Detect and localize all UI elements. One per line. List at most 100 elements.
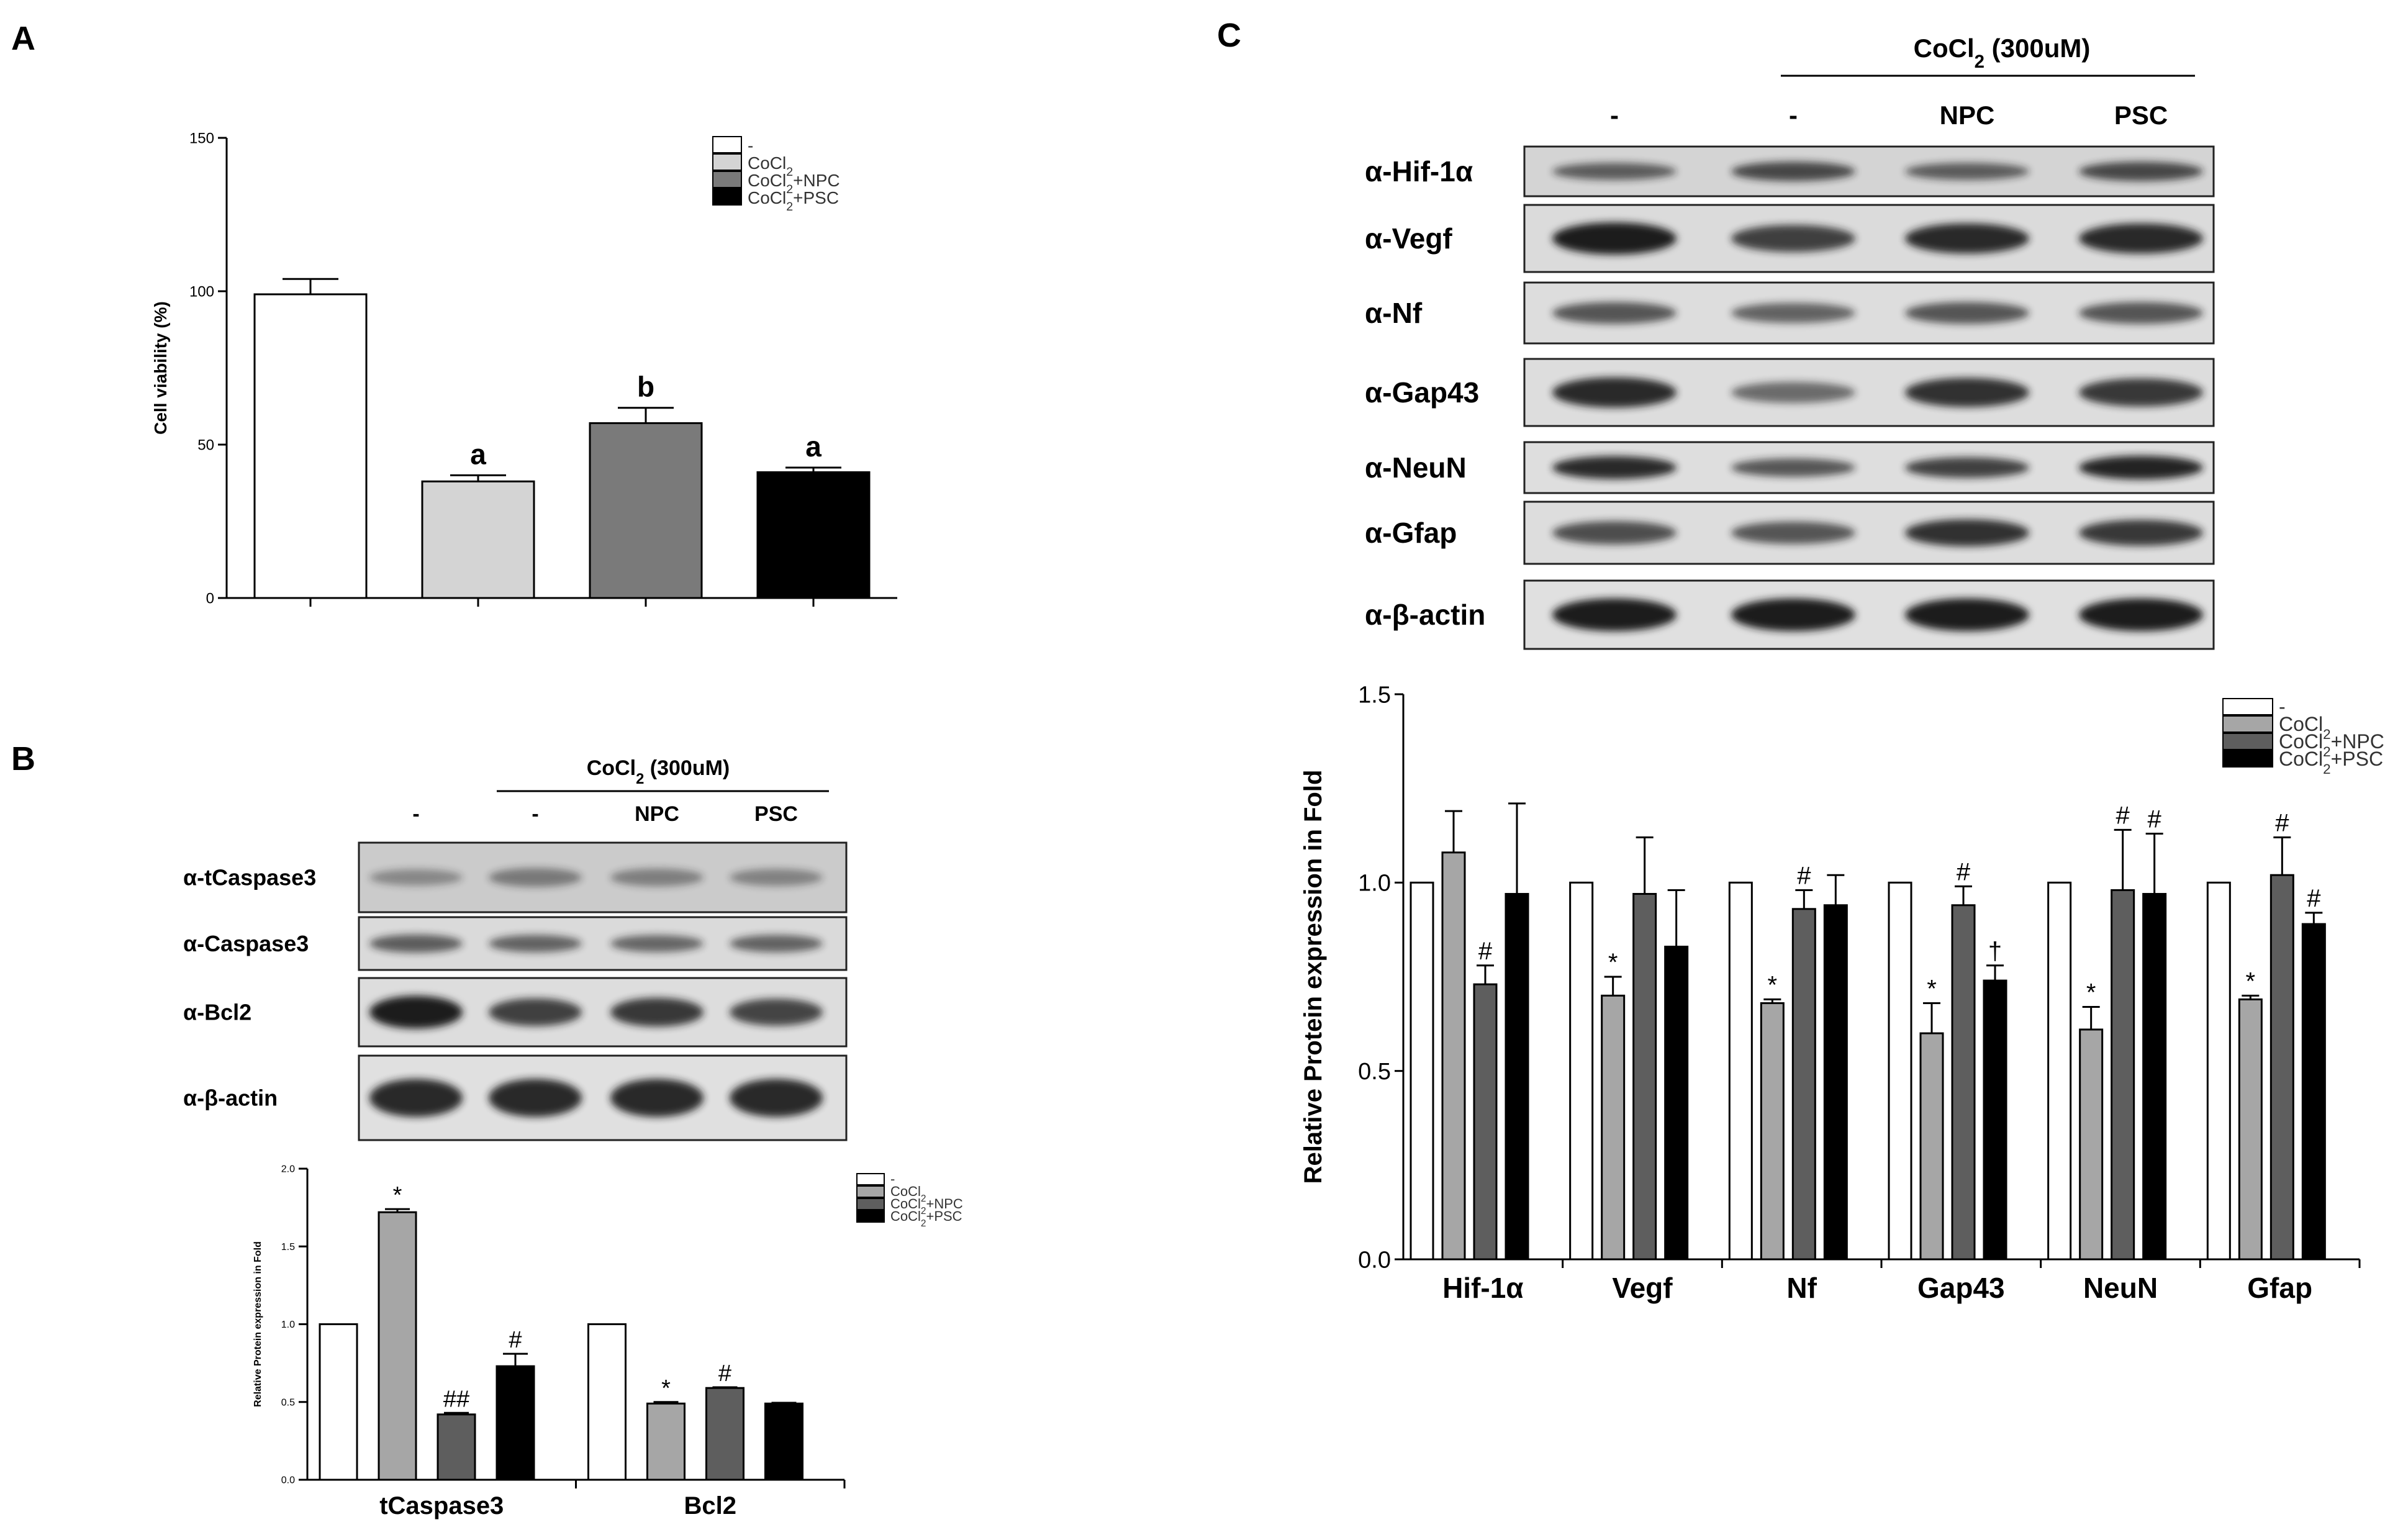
blot-band [2079,378,2203,407]
significance-label: # [1478,938,1493,965]
legend-label: CoCl2+NPC [890,1196,963,1216]
blot-band [369,995,463,1029]
blot-band [1731,458,1855,477]
lane-label: PSC [2114,101,2168,130]
blot-row-label: α-Vegf [1365,222,1452,255]
bar-a-3 [756,471,871,599]
significance-label: # [2116,802,2130,829]
significance-label: b [637,371,654,403]
bar-chartB-0-3 [496,1365,535,1481]
blot-band [369,1079,463,1117]
y-tick-label: 0.5 [281,1397,295,1408]
lane-label: - [532,802,538,826]
significance-label: * [661,1375,671,1402]
blot-band [1552,377,1677,408]
blot-band [2079,161,2203,181]
y-axis-label: Relative Protein expression in Fold [253,1241,263,1407]
bar-chartC-4-3 [2142,893,2167,1261]
y-tick-label: 0.0 [1358,1247,1391,1273]
legend-label: CoCl2+NPC [2279,730,2384,759]
y-tick-label: 0 [206,590,214,607]
blot-band [1552,222,1677,255]
legend-label: CoCl2 [2279,713,2331,742]
bar-a-0 [253,293,368,599]
significance-label: * [2086,979,2096,1007]
bar-chartC-4-1 [2079,1028,2104,1261]
lane-label: - [412,802,419,826]
significance-label: # [2148,805,2162,833]
blot-band [489,998,582,1026]
blot-band [1552,598,1677,632]
legend-label: CoCl2+PSC [890,1208,962,1229]
panel-label-b: B [11,740,35,777]
bar-chartC-4-2 [2111,889,2135,1261]
legend-swatch [2222,750,2273,768]
category-label: tCaspase3 [379,1492,504,1520]
significance-label: # [718,1361,731,1387]
blot-band [2079,302,2203,324]
blot-b: - - NPC PSC CoCl2 (300uM) α-tCaspase3 α-Caspas… [183,756,848,1141]
chart-c: 0.0 0.5 1.0 1.5 # Hif-1α * Vegf * # Nf * # † Gap43 * # # N… [1300,682,2384,1304]
blot-band [1731,522,1855,544]
significance-label: # [2275,810,2289,837]
y-tick-label: 0.0 [281,1475,295,1486]
significance-label: ## [443,1386,469,1412]
blot-band [1731,381,1855,404]
blot-band [489,1079,582,1117]
significance-label: a [470,438,486,470]
blot-band [730,935,823,953]
blot-row-label: α-β-actin [1365,599,1485,631]
bar-a-2 [589,422,703,599]
blot-band [369,869,463,886]
blot-band [489,935,582,953]
blot-band [730,869,823,886]
legend-swatch [856,1210,885,1223]
blot-band [2079,455,2203,480]
significance-label: # [2307,885,2321,912]
treatment-label: CoCl2 (300uM) [1914,34,2091,72]
bar-chartC-4-0 [2047,881,2072,1261]
bar-chartC-2-0 [1728,881,1753,1261]
treatment-label: CoCl2 (300uM) [587,756,730,787]
blot-row-label: α-tCaspase3 [183,865,316,890]
blot-band [2079,223,2203,254]
blot-band [1905,223,2029,254]
bar-chartC-3-0 [1888,881,1912,1261]
bar-chartC-2-1 [1760,1002,1785,1261]
significance-label: * [393,1182,402,1208]
y-tick-label: 50 [197,437,214,453]
blot-band [1905,598,2029,632]
bar-chartC-3-1 [1919,1032,1944,1261]
blot-band [610,997,704,1027]
blot-band [489,867,582,887]
bar-chartB-0-0 [319,1323,358,1481]
y-tick-label: 1.0 [1358,871,1391,897]
blot-row-label: α-Hif-1α [1365,155,1473,188]
lane-label: - [1789,101,1798,130]
y-tick-label: 150 [189,130,214,147]
blot-band [2079,520,2203,546]
bar-a-1 [421,480,535,599]
bar-chartB-1-3 [764,1402,803,1481]
blot-row-label: α-Caspase3 [183,931,309,956]
significance-label: * [1927,975,1937,1002]
blot-c: - - NPC PSC CoCl2 (300uM) α-Hif-1α α-Vegf α-Nf α… [1365,34,2215,650]
bar-chartC-1-3 [1664,945,1689,1261]
blot-band [610,935,704,953]
blot-band [1905,378,2029,407]
category-label: Bcl2 [684,1492,737,1520]
legend-swatch [856,1198,885,1210]
blot-band [730,1079,823,1117]
bar-chartC-5-3 [2301,923,2326,1261]
y-axis-label: Cell viability (%) [151,301,170,435]
bar-chartC-5-2 [2270,874,2294,1261]
bar-chartC-5-0 [2206,881,2231,1261]
bar-chartC-2-2 [1791,908,1816,1261]
legend-swatch [2222,715,2273,733]
category-label: Gfap [2247,1272,2312,1304]
blot-band [1905,457,2029,478]
bar-chartB-1-1 [646,1402,686,1481]
bar-chartC-2-3 [1823,904,1848,1261]
legend-label: - [2279,695,2286,718]
